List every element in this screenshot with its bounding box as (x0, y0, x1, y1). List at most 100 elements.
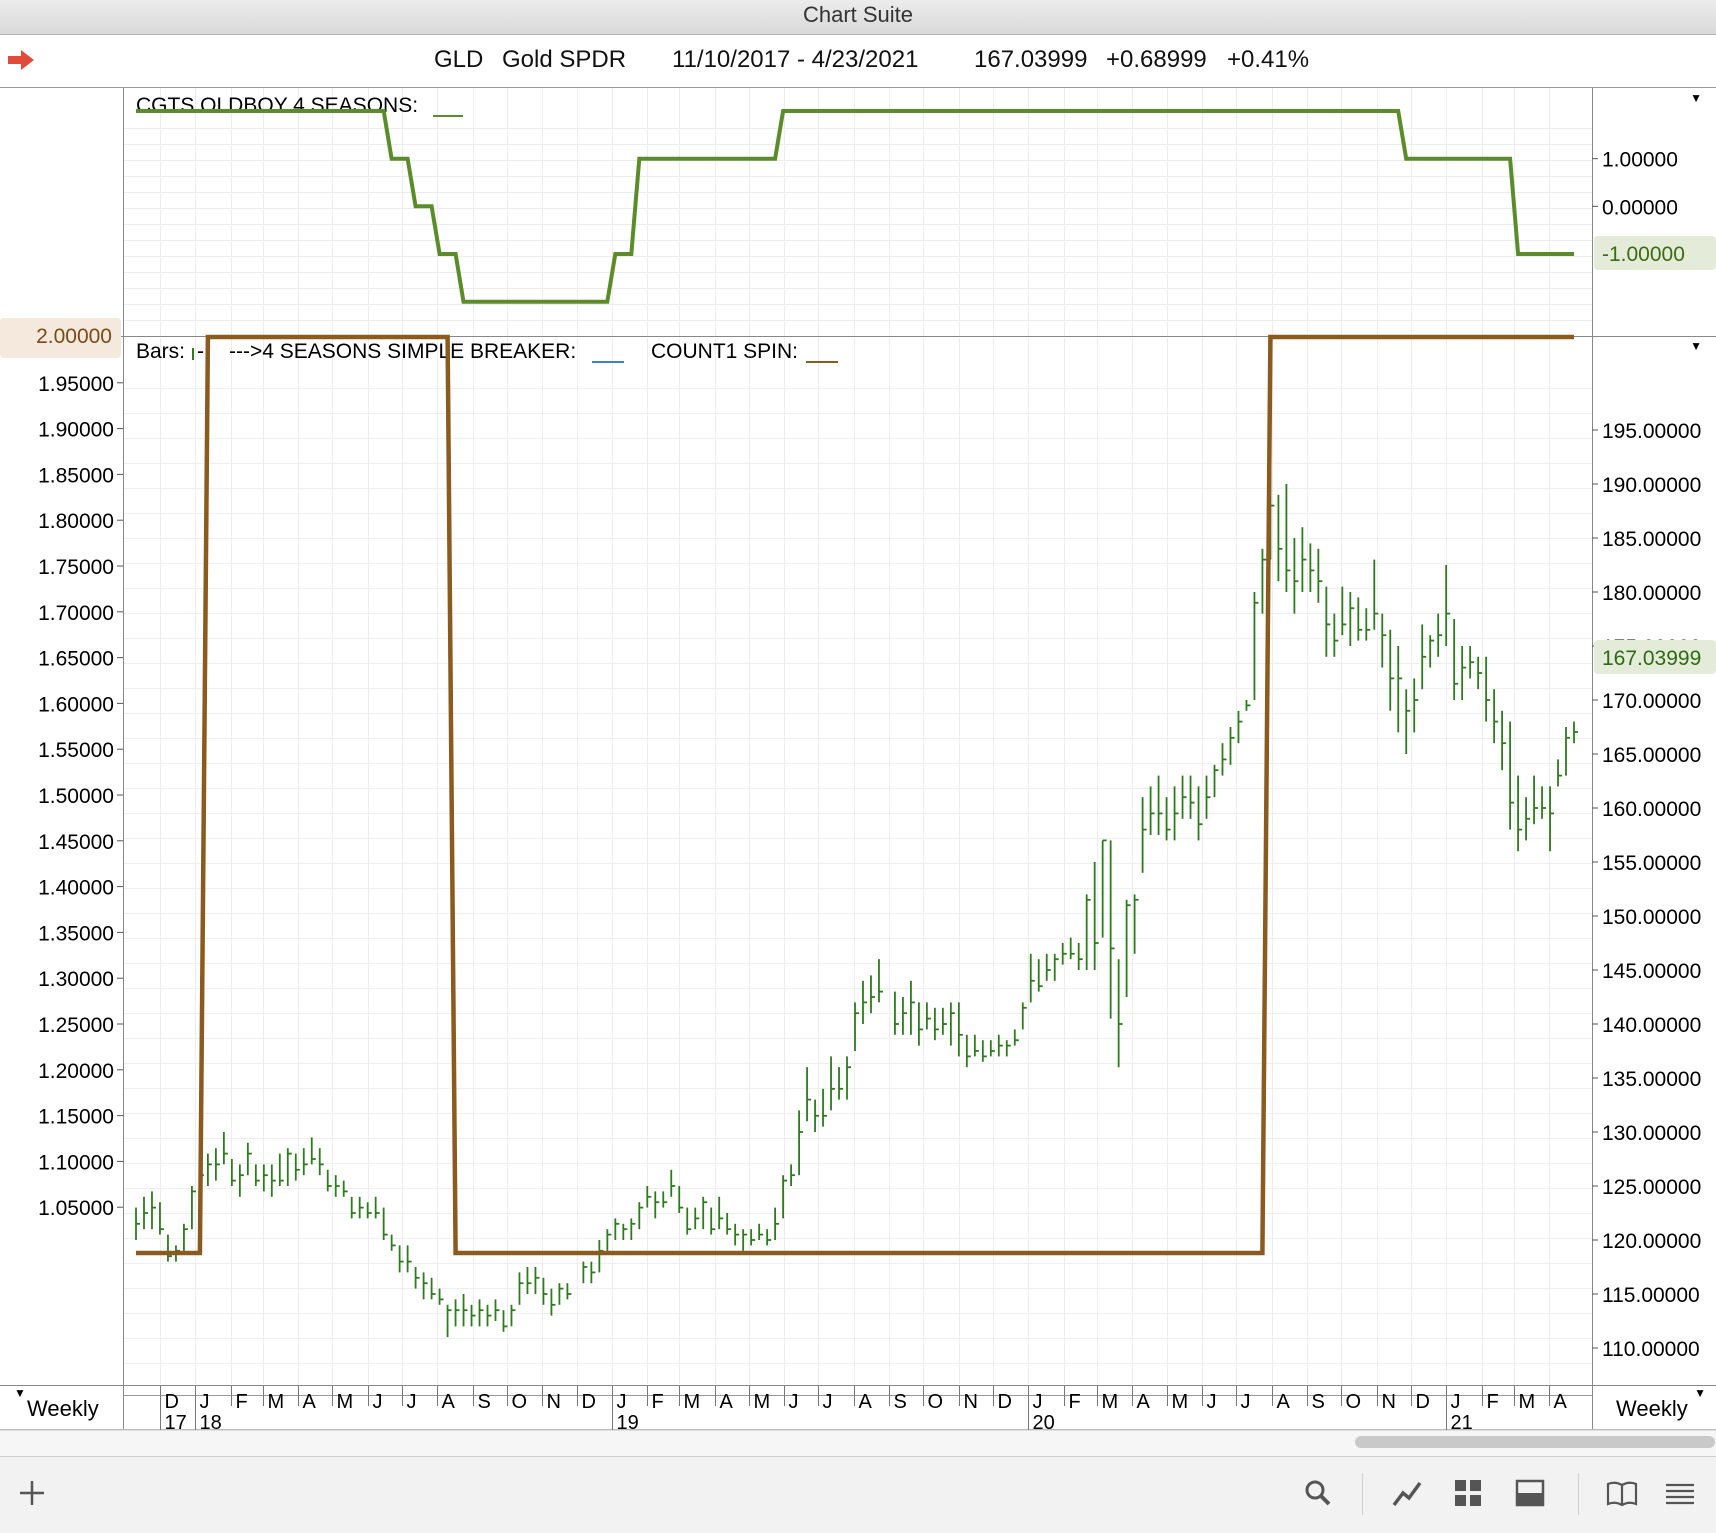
breaker-indicator-line (136, 334, 1574, 1256)
price-badge-text: 167.03999 (1602, 647, 1701, 670)
horizontal-scrollbar[interactable] (1355, 1436, 1715, 1448)
right-tick-label: 125.00000 (1602, 1176, 1701, 1199)
right-tick-label: 115.00000 (1602, 1284, 1700, 1307)
month-label: J (373, 1391, 383, 1413)
book-icon[interactable] (1604, 1475, 1640, 1511)
left-tick-label: 1.35000 (38, 922, 114, 945)
month-label: F (652, 1391, 664, 1413)
left-tick-label: 1.75000 (38, 556, 114, 579)
month-label: M (754, 1391, 771, 1413)
month-label: N (1382, 1391, 1396, 1413)
bottom-toolbar (0, 1456, 1716, 1533)
month-label: S (1312, 1391, 1325, 1413)
top-panel-value-badge (1594, 236, 1716, 270)
search-icon[interactable] (1300, 1475, 1336, 1511)
breaker-label: --->4 SEASONS SIMPLE BREAKER: (229, 340, 576, 363)
left-tick-label: 1.30000 (38, 968, 114, 991)
month-label: J (617, 1391, 627, 1413)
month-label: O (1346, 1391, 1362, 1413)
month-label: N (964, 1391, 978, 1413)
month-label: M (1102, 1391, 1119, 1413)
month-label: D (998, 1391, 1012, 1413)
line-chart-icon[interactable] (1390, 1475, 1426, 1511)
top-panel-ticks: 1.00000 0.00000 (1592, 149, 1678, 219)
month-label: D (582, 1391, 596, 1413)
month-label: F (236, 1391, 248, 1413)
left-axis-ticks: 1.95000 1.90000 1.85000 1.80000 1.75000 1.700… (38, 373, 123, 1220)
right-tick-label: 170.00000 (1602, 690, 1701, 713)
month-label: M (684, 1391, 701, 1413)
count-label: COUNT1 SPIN: (651, 340, 798, 363)
right-tick-label: 120.00000 (1602, 1230, 1701, 1253)
month-label: M (268, 1391, 285, 1413)
top-panel-value-badge-text: -1.00000 (1602, 243, 1685, 266)
year-label: 21 (1451, 1412, 1473, 1430)
chart-area[interactable]: CGTS OLDBOY 4 SEASONS: ▼ 1.000000.00000 … (0, 88, 1716, 1430)
month-label: D (1416, 1391, 1430, 1413)
left-tick-label: 1.65000 (38, 648, 114, 671)
year-label: 17 (165, 1412, 187, 1430)
top-panel-menu-icon[interactable]: ▼ (1690, 91, 1702, 105)
month-label: J (789, 1391, 799, 1413)
panel-icon[interactable] (1512, 1475, 1548, 1511)
month-label: A (1277, 1391, 1291, 1413)
month-label: N (547, 1391, 561, 1413)
month-label: J (407, 1391, 417, 1413)
right-tick-label: 180.00000 (1602, 582, 1701, 605)
grid-icon[interactable] (1450, 1475, 1486, 1511)
left-tick-label: 1.15000 (38, 1106, 114, 1129)
right-tick-label: 185.00000 (1602, 528, 1701, 551)
year-label: 19 (617, 1412, 639, 1430)
symbol-name: Gold SPDR (502, 46, 627, 73)
month-label: J (1241, 1391, 1251, 1413)
year-label: 20 (1033, 1412, 1055, 1430)
month-label: J (1451, 1391, 1461, 1413)
xaxis-left-menu-icon[interactable]: ▼ (14, 1386, 26, 1400)
menu-icon[interactable] (1662, 1475, 1698, 1511)
arrow-right-icon[interactable] (6, 47, 36, 73)
month-label: F (1069, 1391, 1081, 1413)
month-label: M (1172, 1391, 1189, 1413)
quote-header: GLD Gold SPDR 11/10/2017 - 4/23/2021 167… (0, 35, 1716, 88)
main-right-menu-icon[interactable]: ▼ (1690, 339, 1702, 353)
right-tick-label: 150.00000 (1602, 906, 1701, 929)
left-tick-label: 1.05000 (38, 1197, 114, 1220)
window-title: Chart Suite (0, 0, 1716, 35)
top-tick-label: 0.00000 (1602, 196, 1678, 219)
left-tick-label: 1.40000 (38, 877, 114, 900)
left-tick-label: 1.60000 (38, 693, 114, 716)
period-right-label[interactable]: Weekly (1616, 1396, 1688, 1421)
left-tick-label: 1.95000 (38, 373, 114, 396)
month-label: J (1207, 1391, 1217, 1413)
right-tick-label: 110.00000 (1602, 1338, 1700, 1361)
month-label: J (200, 1391, 210, 1413)
left-tick-label: 1.25000 (38, 1014, 114, 1037)
symbol: GLD (434, 46, 484, 73)
date-range: 11/10/2017 - 4/23/2021 (672, 46, 919, 73)
month-label: O (928, 1391, 944, 1413)
xaxis-right-menu-icon[interactable]: ▼ (1694, 1386, 1706, 1400)
month-label: A (442, 1391, 456, 1413)
month-label: J (1033, 1391, 1043, 1413)
right-tick-label: 130.00000 (1602, 1122, 1701, 1145)
right-tick-label: 190.00000 (1602, 474, 1701, 497)
price-change-pct: +0.41% (1227, 46, 1310, 73)
top-tick-label: 1.00000 (1602, 149, 1678, 172)
bars-legend-dash: - (197, 340, 204, 363)
month-label: A (1137, 1391, 1151, 1413)
month-label: A (859, 1391, 873, 1413)
month-label: A (1554, 1391, 1568, 1413)
price-change: +0.68999 (1106, 46, 1207, 73)
last-price: 167.03999 (974, 46, 1088, 73)
left-tick-label: 1.70000 (38, 602, 114, 625)
month-label: A (303, 1391, 317, 1413)
period-left-label[interactable]: Weekly (27, 1396, 99, 1421)
plus-icon[interactable] (14, 1475, 50, 1511)
price-badge (1594, 640, 1716, 674)
top-panel-grid (124, 88, 1592, 336)
month-label: S (894, 1391, 907, 1413)
left-tick-label: 1.20000 (38, 1060, 114, 1083)
month-label: S (478, 1391, 491, 1413)
right-tick-label: 145.00000 (1602, 960, 1701, 983)
